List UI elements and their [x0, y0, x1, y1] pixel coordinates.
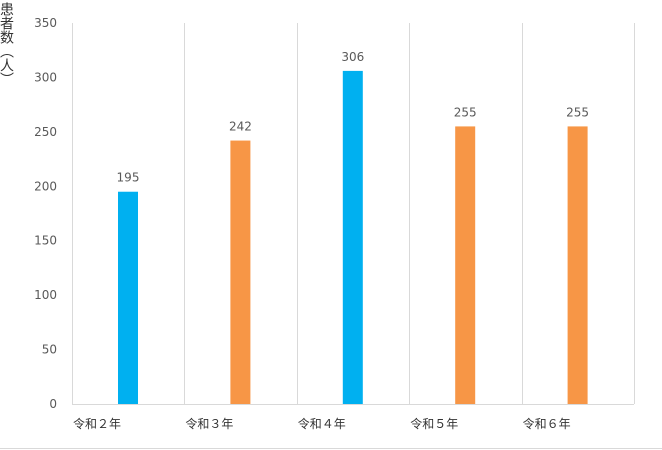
- x-tick-label: 令和３年: [185, 416, 233, 431]
- bar: [567, 126, 588, 405]
- data-label: 195: [117, 171, 140, 185]
- data-label: 242: [229, 120, 252, 134]
- y-tick-label: 150: [34, 234, 57, 248]
- y-tick-label: 200: [34, 179, 57, 193]
- bottom-divider: [0, 448, 662, 449]
- data-label: 255: [566, 105, 589, 119]
- y-tick-label: 300: [34, 70, 57, 84]
- data-label: 306: [341, 50, 364, 64]
- bar: [455, 126, 476, 405]
- y-tick-label: 0: [49, 397, 57, 411]
- y-tick-label: 350: [34, 16, 57, 30]
- x-tick-label: 令和６年: [523, 416, 571, 431]
- y-tick-label: 250: [34, 125, 57, 139]
- bar: [342, 70, 363, 404]
- y-axis-label: 患者数（人）: [0, 2, 14, 86]
- x-tick-label: 令和２年: [73, 416, 121, 431]
- bar: [118, 191, 138, 404]
- x-tick-label: 令和４年: [298, 416, 346, 431]
- data-label: 255: [454, 105, 477, 119]
- y-tick-label: 50: [42, 343, 57, 357]
- x-tick-label: 令和５年: [410, 416, 458, 431]
- y-tick-label: 100: [34, 288, 57, 302]
- bar: [230, 140, 251, 404]
